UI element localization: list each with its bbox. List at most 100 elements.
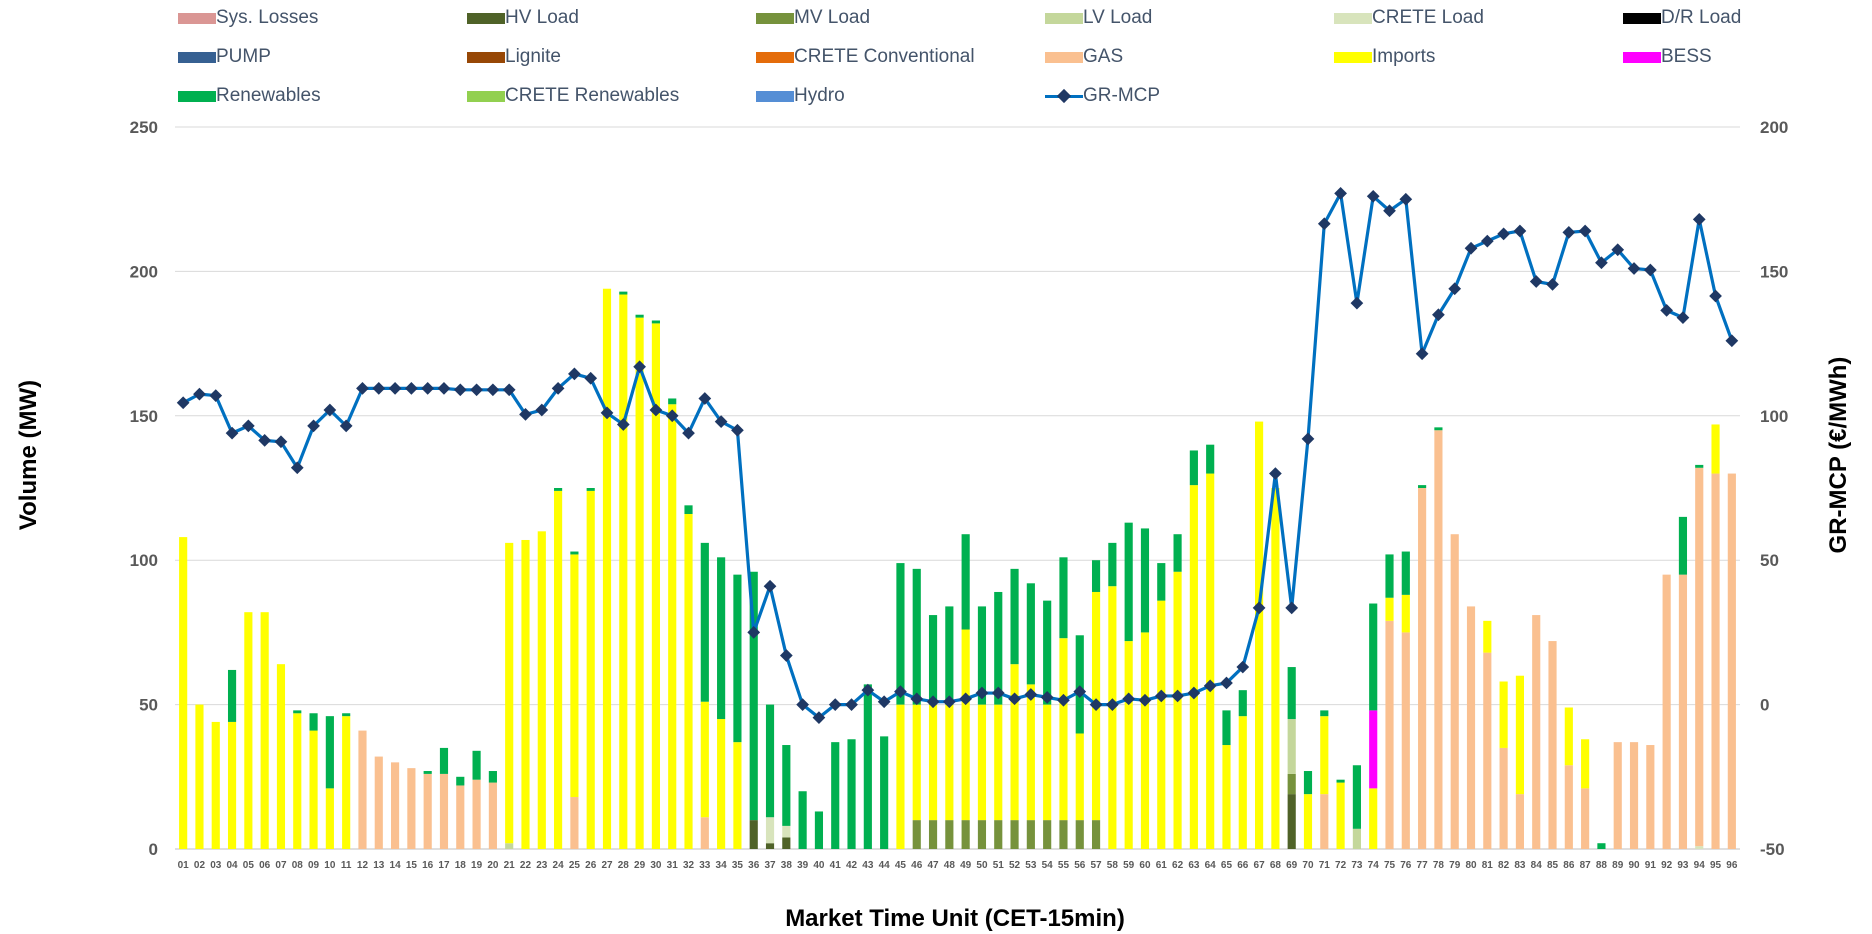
bar-mv-load [994, 820, 1003, 849]
bar-imports [1222, 745, 1231, 849]
bar-renewables [749, 571, 758, 821]
legend-item-crete-conventional: CRETE Conventional [756, 46, 975, 67]
bar-hv-load [765, 843, 775, 849]
gr-mcp-point [1725, 334, 1739, 348]
bar-renewables [782, 745, 791, 826]
x-tick-label: 69 [1286, 860, 1298, 871]
x-tick-label: 74 [1368, 860, 1380, 871]
bar-imports [1124, 641, 1133, 849]
x-tick-label: 03 [210, 860, 222, 871]
x-tick-label: 66 [1237, 860, 1249, 871]
x-tick-label: 62 [1172, 860, 1184, 871]
bar-renewables [880, 736, 889, 849]
bar-imports [179, 537, 188, 849]
bar-renewables [1678, 516, 1688, 575]
bar-imports [276, 664, 286, 849]
x-tick-label: 37 [764, 860, 776, 871]
bar-renewables [717, 557, 726, 720]
bar-gas [439, 773, 449, 849]
x-tick-label: 50 [976, 860, 988, 871]
bar-gas [1320, 794, 1329, 849]
bar-hv-load [749, 820, 758, 849]
bar-imports [994, 704, 1003, 821]
x-tick-label: 51 [993, 860, 1005, 871]
x-tick-label: 43 [862, 860, 874, 871]
legend-label: GAS [1083, 46, 1124, 67]
gr-mcp-point [910, 692, 924, 706]
legend-label: BESS [1661, 46, 1712, 67]
bar-renewables [1010, 568, 1019, 665]
y-tick-label: 200 [130, 262, 158, 281]
legend-item-crete-renewables: CRETE Renewables [467, 85, 679, 106]
bar-gas [1613, 742, 1622, 849]
x-tick-label: 13 [373, 860, 385, 871]
bar-imports [928, 704, 938, 821]
gr-mcp-point [1334, 187, 1347, 200]
gr-mcp-point [747, 626, 761, 639]
bar-imports [945, 704, 954, 821]
gr-mcp-point [388, 381, 402, 395]
legend-item-hydro: Hydro [756, 85, 845, 106]
bar-imports [602, 288, 612, 850]
gr-mcp-point [290, 461, 304, 475]
y2-tick-label: 150 [1760, 262, 1788, 281]
legend-item-imports: Imports [1334, 46, 1435, 67]
bar-gas [1564, 765, 1573, 849]
legend-item-bess: BESS [1623, 46, 1712, 67]
x-tick-label: 79 [1449, 860, 1461, 871]
x-tick-label: 49 [960, 860, 972, 871]
gr-mcp-point [633, 360, 646, 374]
bar-renewables [896, 563, 905, 705]
bar-imports [1140, 632, 1150, 849]
bar-lv-load [505, 843, 514, 849]
bar-renewables [472, 750, 481, 780]
gr-mcp-point [470, 383, 483, 397]
bar-renewables [570, 551, 579, 555]
bar-renewables [1434, 427, 1443, 431]
bar-renewables [847, 739, 856, 849]
legend-swatch-crete-renewables [467, 90, 505, 102]
bar-gas [1727, 473, 1736, 849]
bar-renewables [227, 669, 237, 722]
x-tick-label: 11 [341, 860, 352, 871]
x-tick-label: 41 [830, 860, 842, 871]
x-tick-label: 32 [683, 860, 695, 871]
legend-label: Sys. Losses [216, 7, 319, 28]
bar-renewables [684, 505, 693, 514]
bar-renewables [1369, 603, 1378, 711]
bar-renewables [945, 606, 954, 705]
x-tick-label: 92 [1661, 860, 1673, 871]
gr-mcp-point [339, 419, 353, 433]
bar-imports [1108, 586, 1117, 849]
gr-mcp-point [1497, 227, 1510, 241]
gr-mcp-point [453, 383, 467, 397]
x-tick-label: 91 [1645, 860, 1657, 871]
gr-mcp-point [763, 579, 777, 593]
legend-swatch-hydro [756, 90, 794, 102]
bar-renewables [1287, 667, 1296, 720]
gr-mcp-point [1301, 432, 1315, 446]
gr-mcp-point [1317, 217, 1331, 231]
x-tick-label: 86 [1563, 860, 1575, 871]
bar-imports [700, 701, 709, 818]
bar-renewables [1222, 710, 1231, 746]
bar-gas [407, 768, 416, 849]
gr-mcp-point [307, 419, 320, 433]
gr-mcp-point [323, 403, 337, 417]
gr-mcp-point [1008, 692, 1021, 706]
y2-tick-label: 200 [1760, 118, 1788, 137]
bar-imports [1369, 788, 1378, 849]
x-tick-label: 90 [1628, 860, 1640, 871]
x-tick-label: 26 [585, 860, 597, 871]
bar-gas [1646, 745, 1655, 849]
x-tick-label: 14 [390, 860, 402, 871]
gr-mcp-point [779, 649, 793, 662]
x-tick-label: 84 [1531, 860, 1543, 871]
x-tick-label: 46 [911, 860, 923, 871]
bar-renewables [733, 574, 742, 743]
x-tick-label: 30 [650, 860, 662, 871]
x-tick-label: 01 [178, 860, 190, 871]
x-tick-label: 64 [1205, 860, 1217, 871]
gr-mcp-point [649, 403, 663, 417]
gr-mcp-point [1709, 289, 1722, 303]
